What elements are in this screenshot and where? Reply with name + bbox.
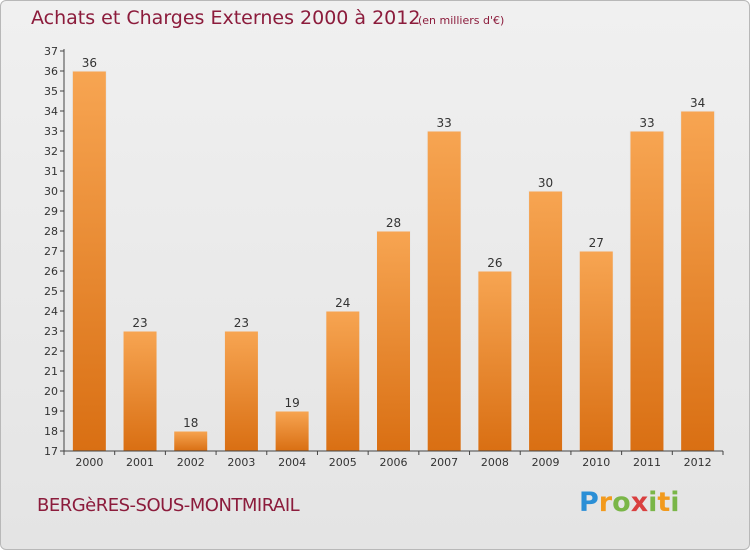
bar (223, 330, 259, 452)
y-tick-label: 17 (44, 445, 58, 458)
x-tick-label: 2009 (532, 456, 560, 469)
proxiti-logo[interactable]: Proxiti (579, 487, 680, 518)
y-tick-label: 32 (44, 145, 58, 158)
bars-group: 36 23 18 23 19 24 28 33 26 30 27 33 34 (71, 56, 716, 452)
bar (426, 130, 462, 452)
y-tick-label: 30 (44, 185, 58, 198)
y-tick-label: 23 (44, 325, 58, 338)
y-tick-label: 26 (44, 265, 58, 278)
bar (274, 410, 310, 452)
y-tick-label: 27 (44, 245, 58, 258)
data-label: 24 (335, 296, 350, 310)
y-tick-label: 22 (44, 345, 58, 358)
axes-group: 2000 2001 2002 2003 2004 2005 2006 2007 2008 2009… (44, 45, 724, 469)
bar (477, 270, 513, 452)
x-tick-label: 2001 (126, 456, 154, 469)
bar (629, 130, 665, 452)
logo-letter: x (630, 487, 649, 518)
logo-letter: P (579, 487, 599, 518)
data-label: 23 (234, 316, 249, 330)
data-label: 23 (132, 316, 147, 330)
bar (528, 190, 564, 452)
y-tick-label: 19 (44, 405, 58, 418)
y-tick-label: 35 (44, 85, 58, 98)
x-tick-label: 2007 (430, 456, 458, 469)
x-tick-label: 2002 (177, 456, 205, 469)
bar (173, 430, 209, 452)
y-tick-label: 36 (44, 65, 58, 78)
data-label: 18 (183, 416, 198, 430)
data-label: 34 (690, 96, 705, 110)
data-label: 26 (487, 256, 502, 270)
logo-letter: o (612, 487, 631, 518)
y-tick-label: 25 (44, 285, 58, 298)
y-tick-label: 24 (44, 305, 58, 318)
data-label: 33 (639, 116, 654, 130)
x-tick-label: 2008 (481, 456, 509, 469)
bar (578, 250, 614, 452)
y-tick-label: 31 (44, 165, 58, 178)
x-tick-label: 2006 (380, 456, 408, 469)
bar (71, 70, 107, 452)
logo-letter: i (670, 487, 680, 518)
x-tick-label: 2005 (329, 456, 357, 469)
bar (680, 110, 716, 452)
x-tick-label: 2000 (75, 456, 103, 469)
y-tick-label: 34 (44, 105, 58, 118)
bar (122, 330, 158, 452)
x-tick-label: 2003 (227, 456, 255, 469)
commune-name: BERGèRES-SOUS-MONTMIRAIL (37, 495, 300, 516)
data-label: 19 (284, 396, 299, 410)
y-tick-label: 20 (44, 385, 58, 398)
data-label: 36 (82, 56, 97, 70)
y-tick-label: 21 (44, 365, 58, 378)
chart-subtitle: (en milliers d'€) (418, 14, 505, 27)
chart-title: Achats et Charges Externes 2000 à 2012 (31, 7, 421, 29)
y-tick-label: 37 (44, 45, 58, 58)
y-tick-label: 29 (44, 205, 58, 218)
y-tick-label: 33 (44, 125, 58, 138)
logo-letter: r (598, 487, 613, 518)
x-tick-label: 2004 (278, 456, 306, 469)
x-tick-label: 2010 (582, 456, 610, 469)
data-label: 27 (589, 236, 604, 250)
bar (376, 230, 411, 452)
data-label: 28 (386, 216, 401, 230)
logo-letter: t (657, 487, 671, 518)
data-label: 33 (437, 116, 452, 130)
x-tick-label: 2012 (684, 456, 712, 469)
logo-letter: i (648, 487, 658, 518)
y-tick-label: 18 (44, 425, 58, 438)
y-tick-label: 28 (44, 225, 58, 238)
x-tick-label: 2011 (633, 456, 661, 469)
data-label: 30 (538, 176, 553, 190)
bar (325, 310, 361, 452)
